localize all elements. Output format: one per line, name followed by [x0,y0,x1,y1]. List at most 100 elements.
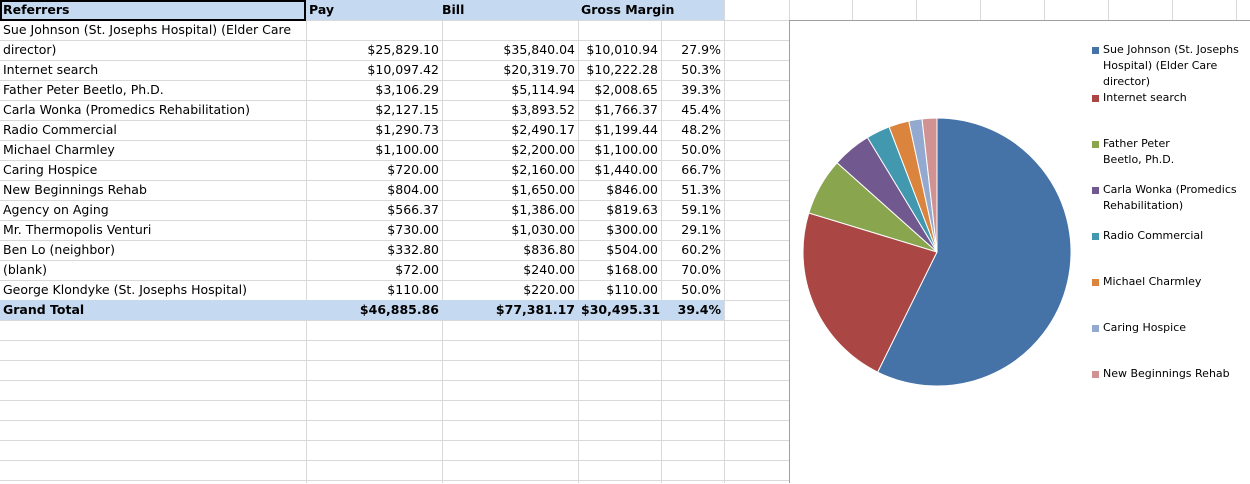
row-gross-margin[interactable]: $819.63 [606,202,658,217]
row-margin-pct[interactable]: 29.1% [681,222,721,237]
row-bill[interactable]: $20,319.70 [503,62,575,77]
pie-slice[interactable] [921,117,938,253]
total-bill[interactable]: $77,381.17 [495,302,575,317]
row-gross-margin[interactable]: $1,100.00 [594,142,658,157]
legend-item[interactable]: Michael Charmley [1092,274,1242,290]
row-bill[interactable]: $1,030.00 [511,222,575,237]
legend-swatch [1092,141,1099,148]
header-fill [0,0,724,20]
legend-item[interactable]: Internet search [1092,90,1242,106]
legend-label: Caring Hospice [1103,321,1187,334]
row-margin-pct[interactable]: 48.2% [681,122,721,137]
row-bill[interactable]: $5,114.94 [511,82,575,97]
row-pay[interactable]: $2,127.15 [375,102,439,117]
row-margin-pct[interactable]: 39.3% [681,82,721,97]
row-bill[interactable]: $220.00 [523,282,575,297]
row-name[interactable]: Radio Commercial [3,122,117,137]
legend-item[interactable]: Father Peter Beetlo, Ph.D. [1092,136,1242,168]
row-gross-margin[interactable]: $1,199.44 [594,122,658,137]
row-name[interactable]: Agency on Aging [3,202,109,217]
legend-swatch [1092,279,1099,286]
row-margin-pct[interactable]: 45.4% [681,102,721,117]
row-name[interactable]: Carla Wonka (Promedics Rehabilitation) [3,102,250,117]
total-pay[interactable]: $46,885.86 [359,302,439,317]
pie-slice[interactable] [802,212,938,373]
row-name[interactable]: New Beginnings Rehab [3,182,147,197]
row-gross-margin[interactable]: $10,222.28 [586,62,658,77]
row-gross-margin[interactable]: $10,010.94 [586,42,658,57]
row-bill[interactable]: $1,650.00 [511,182,575,197]
row-name[interactable]: Ben Lo (neighbor) [3,242,115,257]
legend-swatch [1092,47,1099,54]
legend-label: Sue Johnson (St. Josephs [1103,43,1239,56]
row-bill[interactable]: $35,840.04 [503,42,575,57]
header-bill[interactable]: Bill [442,2,465,17]
row-bill[interactable]: $2,490.17 [511,122,575,137]
total-fill [0,300,724,320]
row-pay[interactable]: $1,100.00 [375,142,439,157]
row-name[interactable]: Mr. Thermopolis Venturi [3,222,152,237]
row-bill[interactable]: $3,893.52 [511,102,575,117]
row-margin-pct[interactable]: 27.9% [681,42,721,57]
row-margin-pct[interactable]: 59.1% [681,202,721,217]
header-pay[interactable]: Pay [309,2,335,17]
row-name[interactable]: Father Peter Beetlo, Ph.D. [3,82,164,97]
row-gross-margin[interactable]: $110.00 [606,282,658,297]
legend-item[interactable]: New Beginnings Rehab [1092,366,1242,382]
row-pay[interactable]: $72.00 [395,262,439,277]
row-bill[interactable]: $240.00 [523,262,575,277]
legend-swatch [1092,371,1099,378]
row-name-continued[interactable]: Sue Johnson (St. Josephs Hospital) (Elde… [3,22,292,37]
row-pay[interactable]: $332.80 [387,242,439,257]
header-gross-margin[interactable]: Gross Margin [581,2,675,17]
pie-chart[interactable] [790,21,1250,484]
row-margin-pct[interactable]: 60.2% [681,242,721,257]
row-name[interactable]: Internet search [3,62,99,77]
row-gross-margin[interactable]: $1,440.00 [594,162,658,177]
row-margin-pct[interactable]: 50.3% [681,62,721,77]
row-bill[interactable]: $2,200.00 [511,142,575,157]
row-margin-pct[interactable]: 50.0% [681,142,721,157]
legend-item[interactable]: Carla Wonka (Promedics Rehabilitation) [1092,182,1242,214]
row-name[interactable]: George Klondyke (St. Josephs Hospital) [3,282,247,297]
row-pay[interactable]: $804.00 [387,182,439,197]
pie-slice[interactable] [876,117,1072,387]
legend-swatch [1092,325,1099,332]
row-margin-pct[interactable]: 70.0% [681,262,721,277]
row-gross-margin[interactable]: $504.00 [606,242,658,257]
row-gross-margin[interactable]: $168.00 [606,262,658,277]
row-name[interactable]: director) [3,42,57,57]
legend-swatch [1092,95,1099,102]
row-pay[interactable]: $730.00 [387,222,439,237]
row-bill[interactable]: $836.80 [523,242,575,257]
row-pay[interactable]: $110.00 [387,282,439,297]
row-bill[interactable]: $2,160.00 [511,162,575,177]
row-margin-pct[interactable]: 66.7% [681,162,721,177]
legend-item[interactable]: Radio Commercial [1092,228,1242,244]
row-name[interactable]: Michael Charmley [3,142,115,157]
header-referrers[interactable]: Referrers [3,2,70,17]
total-gross-margin[interactable]: $30,495.31 [581,302,661,317]
row-name[interactable]: Caring Hospice [3,162,98,177]
pie-chart-area[interactable] [789,20,1250,483]
row-margin-pct[interactable]: 51.3% [681,182,721,197]
row-pay[interactable]: $566.37 [387,202,439,217]
row-pay[interactable]: $10,097.42 [367,62,439,77]
total-margin-pct[interactable]: 39.4% [677,302,721,317]
row-pay[interactable]: $3,106.29 [375,82,439,97]
legend-item[interactable]: Caring Hospice [1092,320,1242,336]
row-margin-pct[interactable]: 50.0% [681,282,721,297]
row-gross-margin[interactable]: $1,766.37 [594,102,658,117]
legend-item[interactable]: Sue Johnson (St. Josephs Hospital) (Elder… [1092,42,1242,90]
row-bill[interactable]: $1,386.00 [511,202,575,217]
active-cell-border [0,0,306,21]
row-gross-margin[interactable]: $846.00 [606,182,658,197]
legend-label: Father Peter [1103,137,1170,150]
row-gross-margin[interactable]: $2,008.65 [594,82,658,97]
row-pay[interactable]: $25,829.10 [367,42,439,57]
row-gross-margin[interactable]: $300.00 [606,222,658,237]
total-label[interactable]: Grand Total [3,302,85,317]
row-pay[interactable]: $1,290.73 [375,122,439,137]
row-name[interactable]: (blank) [3,262,47,277]
row-pay[interactable]: $720.00 [387,162,439,177]
